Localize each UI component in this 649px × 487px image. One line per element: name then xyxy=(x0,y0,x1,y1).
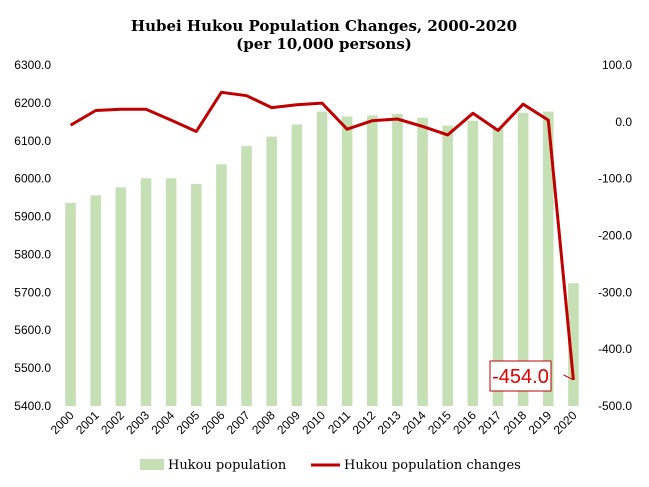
bar-series xyxy=(65,111,579,407)
bar xyxy=(442,125,453,406)
bar xyxy=(140,178,152,406)
left-axis: 5400.0 5500.0 5600.0 5700.0 5800.0 5900.0 6000… xyxy=(14,58,51,413)
bar xyxy=(115,187,127,406)
right-tick-label: -400.0 xyxy=(598,342,632,356)
bar xyxy=(65,202,76,406)
left-tick-label: 6200.0 xyxy=(14,96,51,110)
bar xyxy=(291,124,303,406)
left-tick-label: 6000.0 xyxy=(14,172,51,186)
bar xyxy=(367,115,378,407)
right-tick-label: -100.0 xyxy=(598,172,632,186)
legend-bar-label: Hukou population xyxy=(168,458,287,473)
bar xyxy=(90,195,101,406)
left-tick-label: 5900.0 xyxy=(14,210,51,224)
bar xyxy=(341,116,353,406)
right-tick-label: 0.0 xyxy=(615,115,632,129)
callout-leader xyxy=(563,374,574,381)
bar xyxy=(191,183,202,406)
bar xyxy=(417,117,428,406)
bar xyxy=(266,136,277,407)
bar xyxy=(216,164,227,406)
right-tick-label: -300.0 xyxy=(598,285,632,299)
left-tick-label: 5500.0 xyxy=(14,361,51,375)
bar xyxy=(316,111,328,406)
left-tick-label: 5700.0 xyxy=(14,285,51,299)
callout-box xyxy=(489,360,552,392)
line-path xyxy=(69,90,575,381)
chart-subtitle: (per 10,000 persons) xyxy=(236,35,412,53)
left-tick-label: 5600.0 xyxy=(14,323,51,337)
legend-bar-swatch xyxy=(140,459,164,470)
bar xyxy=(467,120,479,407)
right-tick-label: 100.0 xyxy=(602,58,632,72)
right-axis: -500.0 -400.0 -300.0 -200.0 -100.0 0.0 100.0 xyxy=(598,58,632,413)
left-tick-label: 5400.0 xyxy=(14,399,51,413)
left-tick-label: 6100.0 xyxy=(14,134,51,148)
bar xyxy=(165,178,177,406)
bar xyxy=(392,113,403,407)
left-tick-label: 6300.0 xyxy=(14,58,51,72)
bar xyxy=(492,129,504,406)
right-tick-label: -500.0 xyxy=(598,399,632,413)
bar xyxy=(517,112,529,407)
bar xyxy=(568,283,579,406)
annotation: -454.0 xyxy=(489,360,574,392)
bar xyxy=(241,146,252,407)
left-tick-label: 5800.0 xyxy=(14,247,51,261)
right-tick-label: -200.0 xyxy=(598,229,632,243)
legend: Hukou population Hukou population changes xyxy=(140,458,521,473)
bar xyxy=(543,111,554,406)
chart-title: Hubei Hukou Population Changes, 2000-202… xyxy=(131,17,517,35)
line-series xyxy=(69,90,575,381)
callout-label: -454.0 xyxy=(492,366,549,388)
legend-line-label: Hukou population changes xyxy=(344,458,521,473)
